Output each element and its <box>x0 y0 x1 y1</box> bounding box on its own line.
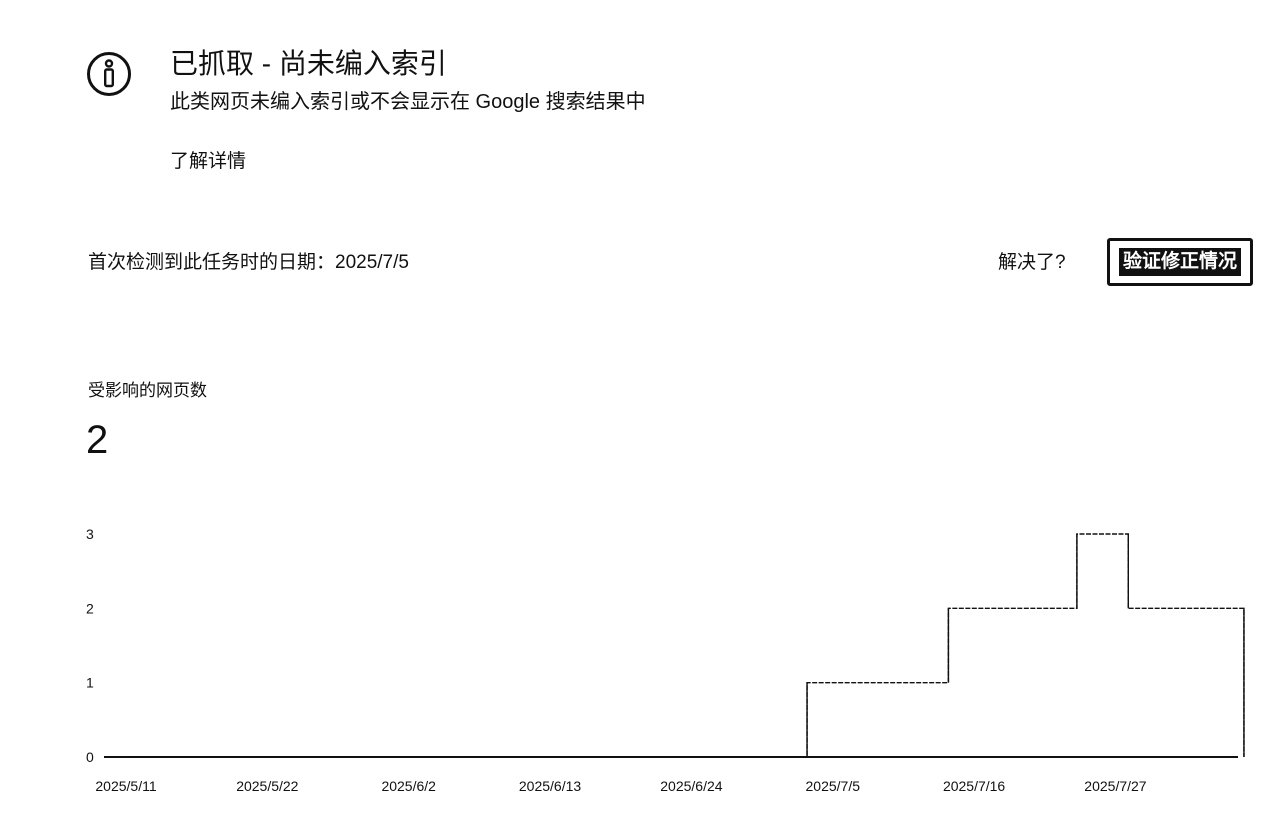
validate-fix-button[interactable]: 验证修正情况 <box>1107 238 1253 286</box>
x-tick-label: 2025/5/11 <box>95 778 156 794</box>
x-tick-label: 2025/7/27 <box>1084 778 1146 794</box>
issue-title: 已抓取 - 尚未编入索引 <box>170 48 447 79</box>
y-tick-label: 3 <box>86 526 94 542</box>
y-tick-label: 0 <box>86 749 94 765</box>
learn-more-link[interactable]: 了解详情 <box>170 151 247 172</box>
first-detected-date: 首次检测到此任务时的日期：2025/7/5 <box>88 252 409 273</box>
x-tick-label: 2025/6/13 <box>519 778 581 794</box>
resolved-question: 解决了? <box>998 252 1066 273</box>
x-tick-label: 2025/6/2 <box>381 778 436 794</box>
y-tick-label: 1 <box>86 675 94 691</box>
x-tick-label: 2025/6/24 <box>660 778 722 794</box>
affected-pages-chart: 0 1 2 3 2025/5/11 2025/5/22 2025/6/2 2025/6/13 2… <box>86 526 1245 794</box>
info-circle-icon <box>87 52 131 96</box>
x-tick-label: 2025/7/16 <box>943 778 1005 794</box>
x-tick-label: 2025/5/22 <box>236 778 298 794</box>
affected-pages-label: 受影响的网页数 <box>88 381 207 400</box>
validate-fix-button-label: 验证修正情况 <box>1118 248 1241 276</box>
y-tick-label: 2 <box>86 600 94 616</box>
issue-subtitle: 此类网页未编入索引或不会显示在 Google 搜索结果中 <box>170 91 646 113</box>
x-tick-label: 2025/7/5 <box>806 778 861 794</box>
affected-pages-count: 2 <box>86 418 109 462</box>
